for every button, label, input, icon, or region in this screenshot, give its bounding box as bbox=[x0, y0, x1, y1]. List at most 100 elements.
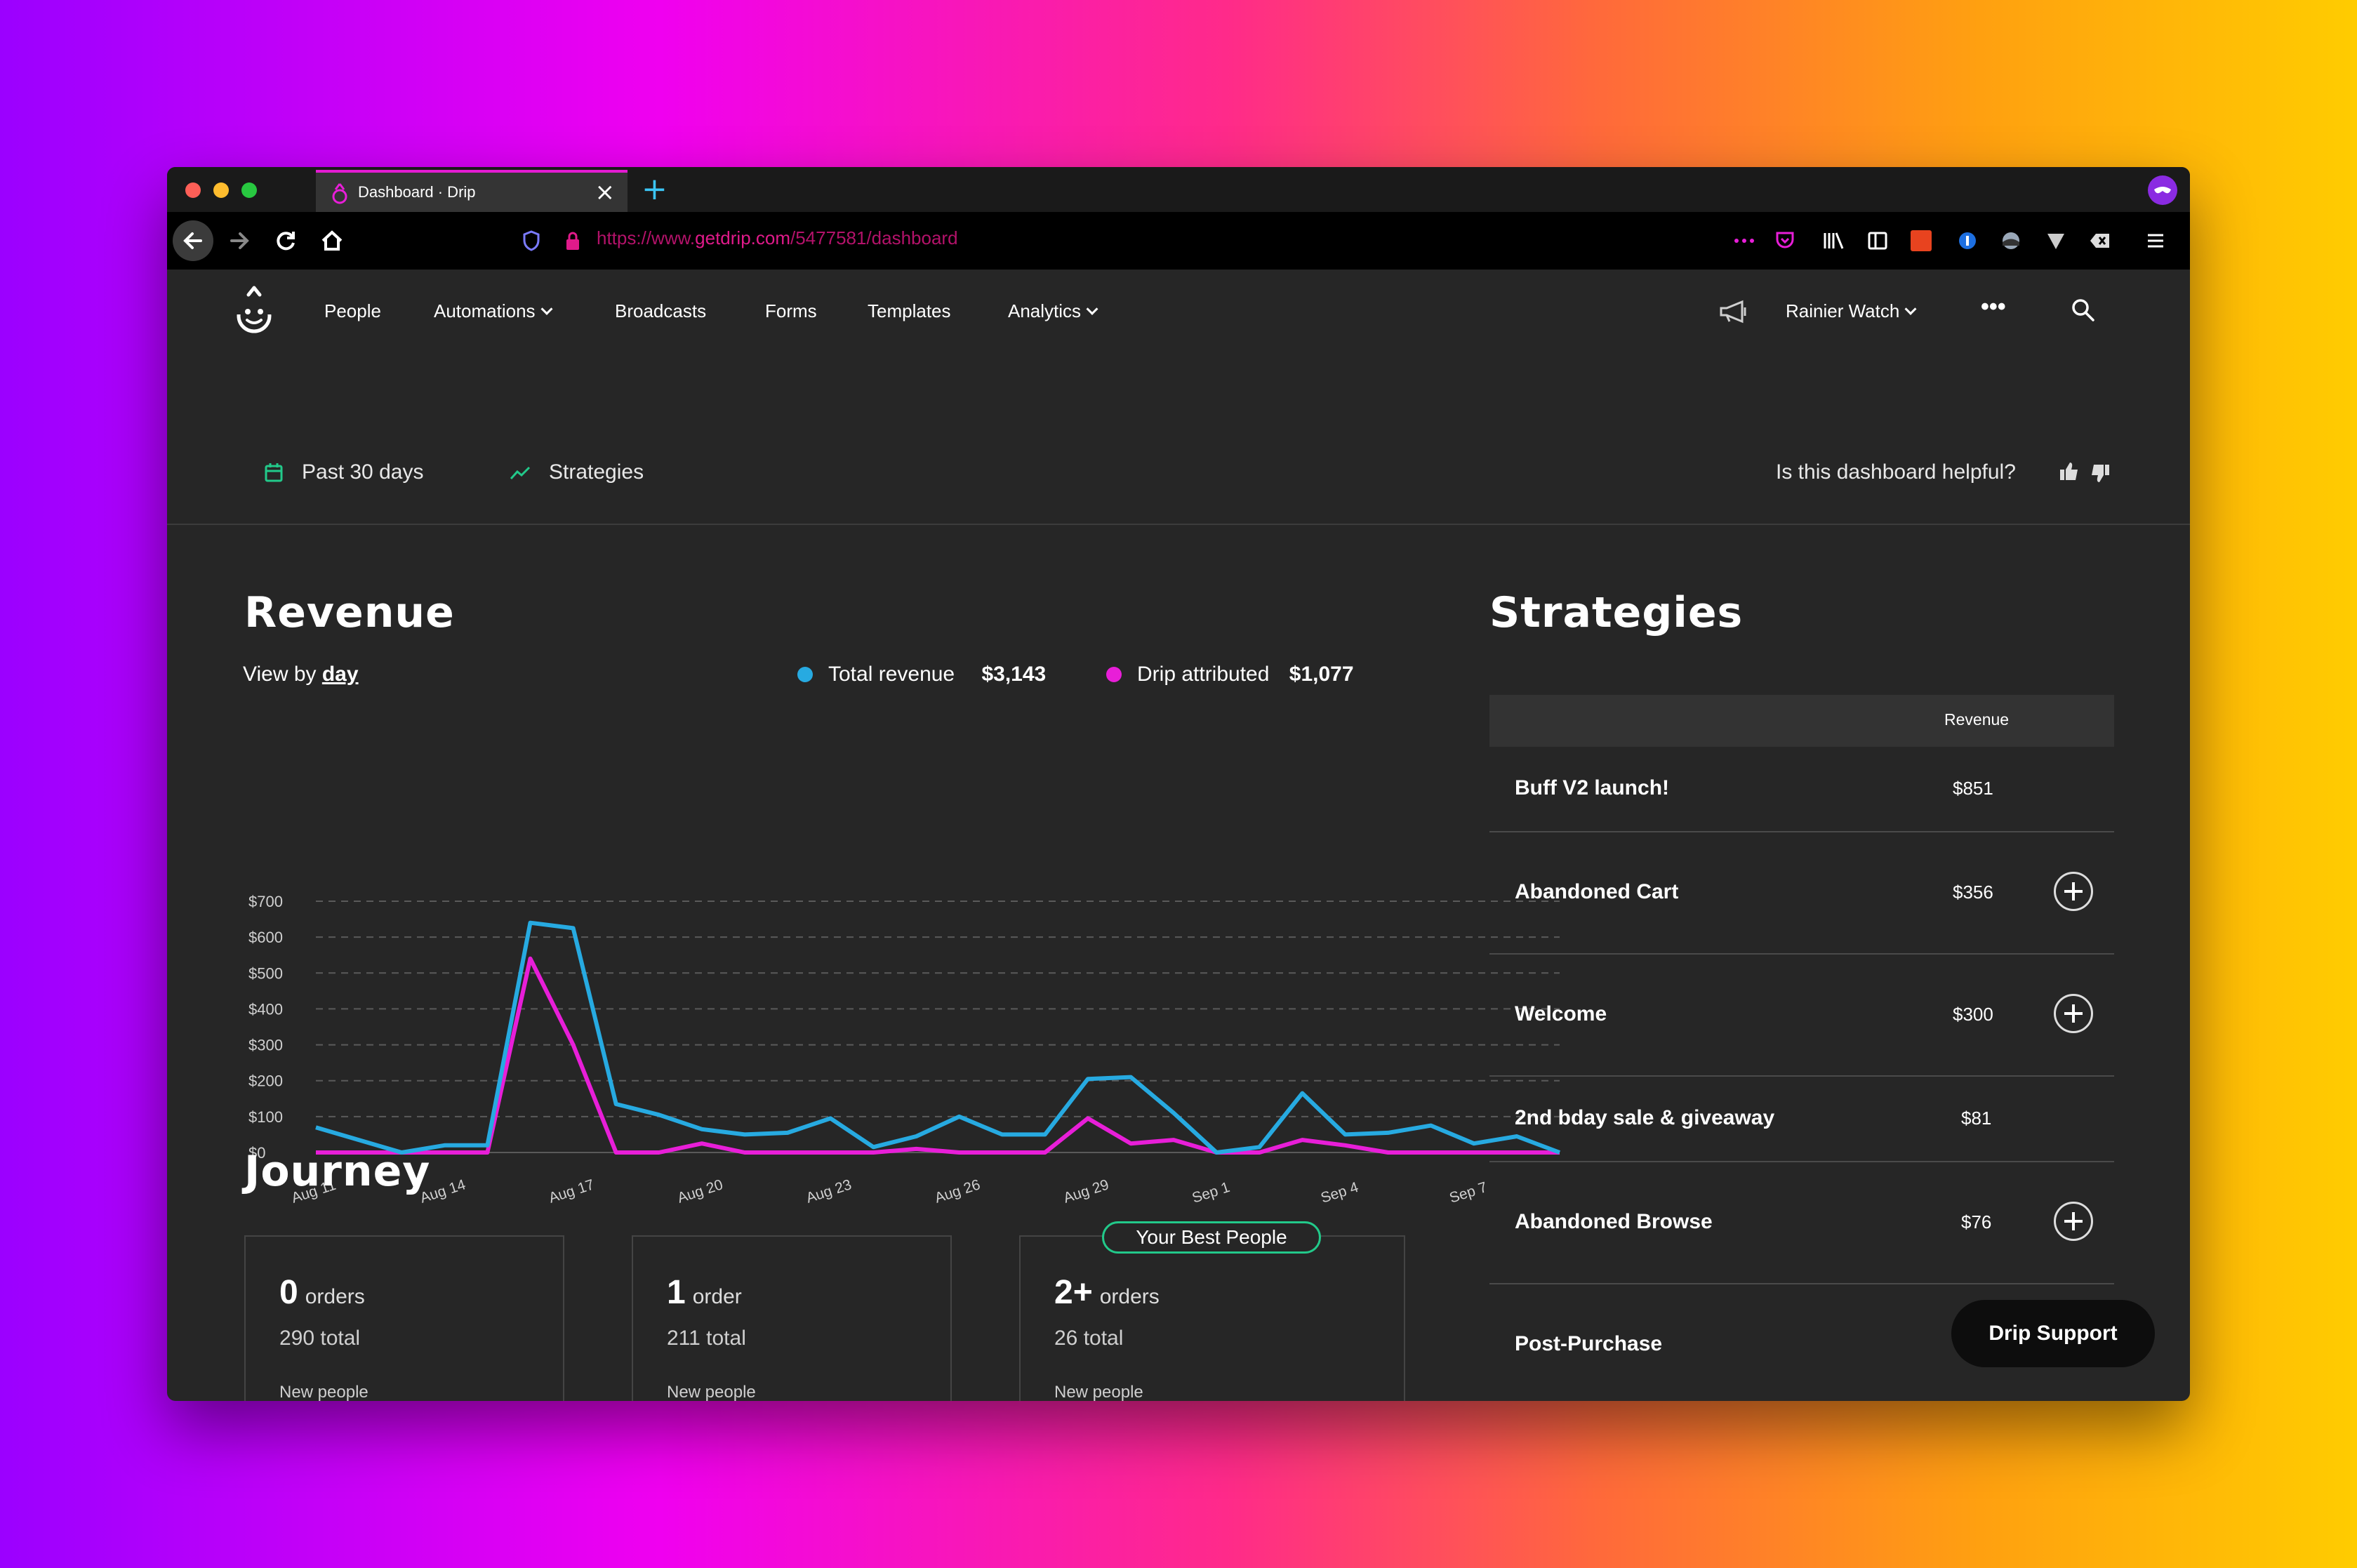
forward-button[interactable] bbox=[219, 220, 260, 261]
url-bar[interactable]: https://www.getdrip.com/5477581/dashboar… bbox=[597, 227, 958, 249]
private-mask-icon[interactable] bbox=[2148, 175, 2177, 205]
nav-analytics[interactable]: Analytics bbox=[1008, 300, 1098, 322]
add-plus-icon[interactable] bbox=[2054, 1202, 2093, 1241]
legend-total-value: $3,143 bbox=[981, 663, 1047, 686]
strategy-row[interactable]: Post-Purchase bbox=[1489, 1284, 2114, 1401]
y-tick-label: $200 bbox=[248, 1072, 283, 1090]
strategy-row[interactable]: Abandoned Browse $76 bbox=[1489, 1162, 2114, 1284]
card-total: 290 total bbox=[279, 1327, 361, 1350]
search-icon[interactable] bbox=[2071, 298, 2096, 323]
strategies-table-header: Revenue bbox=[1489, 695, 2114, 747]
journey-card-0-orders[interactable]: 0 orders 290 total New people bbox=[244, 1235, 564, 1401]
legend-drip-label: Drip attributed bbox=[1137, 663, 1270, 686]
url-prefix: https://www. bbox=[597, 227, 696, 248]
home-button[interactable] bbox=[312, 220, 352, 261]
drip-logo-icon[interactable] bbox=[233, 284, 275, 340]
app-nav: People Automations Broadcasts Forms Temp… bbox=[167, 270, 2190, 355]
zoom-window-button[interactable] bbox=[241, 182, 257, 198]
more-options-icon[interactable]: ••• bbox=[1981, 293, 2006, 320]
nav-automations[interactable]: Automations bbox=[434, 300, 553, 322]
strategy-row[interactable]: 2nd bday sale & giveaway $81 bbox=[1489, 1077, 2114, 1162]
tracking-shield-icon[interactable] bbox=[522, 230, 540, 251]
x-tick-label: Aug 23 bbox=[804, 1176, 854, 1206]
minimize-window-button[interactable] bbox=[213, 182, 229, 198]
x-tick-label: Aug 20 bbox=[675, 1176, 724, 1206]
add-plus-icon[interactable] bbox=[2054, 994, 2093, 1033]
x-tick-label: Aug 29 bbox=[1061, 1176, 1110, 1206]
revenue-column-header: Revenue bbox=[1944, 710, 2010, 729]
tab-close-icon[interactable]: × bbox=[595, 178, 616, 206]
journey-card-2plus-orders[interactable]: 2+ orders 26 total New people bbox=[1019, 1235, 1405, 1401]
announcements-megaphone-icon[interactable] bbox=[1718, 299, 1751, 324]
reload-icon bbox=[277, 232, 295, 251]
strategy-revenue: $76 bbox=[1961, 1211, 1992, 1233]
strategy-row[interactable]: Abandoned Cart $356 bbox=[1489, 832, 2114, 955]
view-by-day-link[interactable]: day bbox=[321, 663, 359, 686]
legend-drip-value: $1,077 bbox=[1289, 663, 1354, 686]
add-plus-icon[interactable] bbox=[2054, 872, 2093, 911]
new-tab-icon[interactable]: + bbox=[642, 171, 668, 207]
card-sub: New people bbox=[1054, 1383, 1143, 1401]
card-total: 26 total bbox=[1054, 1327, 1124, 1350]
browser-tab[interactable]: Dashboard · Drip × bbox=[316, 170, 628, 212]
extension-eraser-icon[interactable] bbox=[2089, 230, 2111, 251]
card-unit: orders bbox=[1099, 1285, 1160, 1308]
nav-templates[interactable]: Templates bbox=[868, 300, 951, 321]
close-window-button[interactable] bbox=[185, 182, 201, 198]
sidebar-icon[interactable] bbox=[1867, 230, 1888, 251]
calendar-icon bbox=[265, 463, 283, 482]
lock-icon[interactable] bbox=[564, 230, 581, 251]
extension-vee-icon[interactable] bbox=[2045, 230, 2066, 251]
series-line-drip-attributed bbox=[316, 956, 1560, 1155]
account-menu[interactable]: Rainier Watch bbox=[1786, 300, 1917, 322]
view-by-control: View by day bbox=[243, 663, 359, 686]
url-path: /5477581/dashboard bbox=[790, 227, 958, 248]
nav-people[interactable]: People bbox=[324, 300, 381, 321]
extension-globe-icon[interactable] bbox=[2000, 230, 2021, 251]
strategy-name: Abandoned Cart bbox=[1515, 880, 1679, 903]
pocket-icon[interactable] bbox=[1774, 230, 1795, 251]
extension-todoist-icon[interactable] bbox=[1911, 230, 1932, 251]
reload-button[interactable] bbox=[265, 220, 306, 261]
back-button[interactable] bbox=[173, 220, 213, 261]
forward-arrow-icon bbox=[230, 232, 249, 249]
legend-drip-attributed: Drip attributed $1,077 bbox=[1106, 663, 1354, 686]
card-total: 211 total bbox=[667, 1327, 746, 1350]
strategy-revenue: $81 bbox=[1961, 1108, 1992, 1129]
back-arrow-icon bbox=[183, 232, 202, 249]
legend-total-revenue: Total revenue $3,143 bbox=[797, 663, 1046, 686]
thumbs-down-icon[interactable] bbox=[2089, 462, 2111, 484]
account-name: Rainier Watch bbox=[1786, 300, 1900, 321]
browser-toolbar: https://www.getdrip.com/5477581/dashboar… bbox=[167, 212, 2190, 270]
strategy-row[interactable]: Welcome $300 bbox=[1489, 955, 2114, 1077]
nav-forms[interactable]: Forms bbox=[765, 300, 817, 321]
card-count-value: 0 bbox=[279, 1274, 298, 1311]
strategy-revenue: $851 bbox=[1953, 778, 1993, 799]
password-manager-icon[interactable] bbox=[1957, 230, 1978, 251]
x-tick-label: Sep 1 bbox=[1190, 1179, 1232, 1207]
strategies-title: Strategies bbox=[1489, 588, 1744, 637]
home-icon bbox=[321, 230, 343, 251]
date-range-filter[interactable]: Past 30 days bbox=[302, 460, 424, 484]
card-count-value: 1 bbox=[667, 1274, 686, 1311]
library-icon[interactable] bbox=[1822, 230, 1846, 251]
strategy-revenue: $356 bbox=[1953, 882, 1993, 903]
y-tick-label: $400 bbox=[248, 1000, 283, 1018]
page-actions-icon[interactable] bbox=[1732, 230, 1756, 251]
nav-automations-label: Automations bbox=[434, 300, 536, 321]
card-count: 0 orders bbox=[279, 1273, 365, 1312]
thumbs-up-icon[interactable] bbox=[2058, 460, 2080, 483]
strategies-filter[interactable]: Strategies bbox=[549, 460, 644, 484]
drip-support-button[interactable]: Drip Support bbox=[1951, 1300, 2155, 1367]
browser-window: Dashboard · Drip × + bbox=[167, 167, 2190, 1401]
journey-card-1-order[interactable]: 1 order 211 total New people bbox=[632, 1235, 952, 1401]
nav-analytics-label: Analytics bbox=[1008, 300, 1082, 321]
strategy-name: Buff V2 launch! bbox=[1515, 776, 1670, 799]
hamburger-menu-icon[interactable] bbox=[2146, 230, 2165, 251]
x-tick-label: Sep 4 bbox=[1319, 1179, 1361, 1207]
strategy-revenue: $300 bbox=[1953, 1004, 1993, 1025]
strategy-row[interactable]: Buff V2 launch! $851 bbox=[1489, 747, 2114, 832]
card-count: 1 order bbox=[667, 1273, 742, 1312]
tab-title: Dashboard · Drip bbox=[358, 183, 476, 201]
nav-broadcasts[interactable]: Broadcasts bbox=[615, 300, 707, 321]
